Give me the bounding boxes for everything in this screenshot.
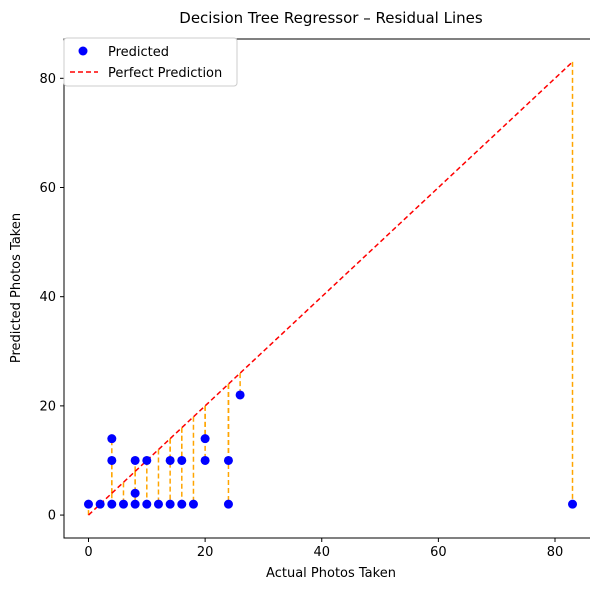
chart-title: Decision Tree Regressor – Residual Lines xyxy=(179,9,483,27)
y-tick-label: 80 xyxy=(39,72,56,87)
data-point xyxy=(200,434,210,444)
data-point xyxy=(177,499,187,509)
y-tick-label: 40 xyxy=(39,290,56,305)
y-tick-label: 60 xyxy=(39,181,56,196)
x-tick-label: 40 xyxy=(313,545,330,560)
data-point xyxy=(223,499,233,509)
y-axis-label: Predicted Photos Taken xyxy=(9,213,24,363)
y-tick-label: 20 xyxy=(39,399,56,414)
data-point xyxy=(235,390,245,400)
x-axis-ticks: 0 20 40 60 80 xyxy=(84,538,563,560)
x-tick-label: 80 xyxy=(547,545,564,560)
x-tick-label: 0 xyxy=(84,545,92,560)
data-point xyxy=(188,499,198,509)
data-point xyxy=(95,499,105,509)
predicted-points xyxy=(83,390,578,509)
y-axis-ticks: 0 20 40 60 80 xyxy=(39,72,64,524)
data-point xyxy=(107,434,117,444)
data-point xyxy=(142,455,152,465)
data-point xyxy=(177,455,187,465)
data-point xyxy=(130,488,140,498)
x-tick-label: 60 xyxy=(430,545,447,560)
perfect-prediction-line-group xyxy=(87,61,574,516)
data-point xyxy=(107,455,117,465)
legend: Predicted Perfect Prediction xyxy=(63,37,238,87)
data-point xyxy=(83,499,93,509)
x-axis-label: Actual Photos Taken xyxy=(266,566,396,581)
data-point xyxy=(165,455,175,465)
data-point xyxy=(130,455,140,465)
data-point xyxy=(200,455,210,465)
legend-marker-predicted xyxy=(78,46,88,56)
y-tick-label: 0 xyxy=(48,509,56,524)
data-point xyxy=(223,455,233,465)
data-point xyxy=(153,499,163,509)
plot-frame xyxy=(63,38,590,539)
data-point xyxy=(568,499,578,509)
x-tick-label: 20 xyxy=(197,545,214,560)
legend-box xyxy=(63,37,238,87)
perfect-prediction-line xyxy=(87,61,574,516)
legend-label-perfect: Perfect Prediction xyxy=(108,66,222,81)
legend-label-predicted: Predicted xyxy=(108,45,169,60)
data-point xyxy=(165,499,175,509)
data-point xyxy=(107,499,117,509)
data-point xyxy=(118,499,128,509)
data-point xyxy=(130,499,140,509)
data-point xyxy=(142,499,152,509)
